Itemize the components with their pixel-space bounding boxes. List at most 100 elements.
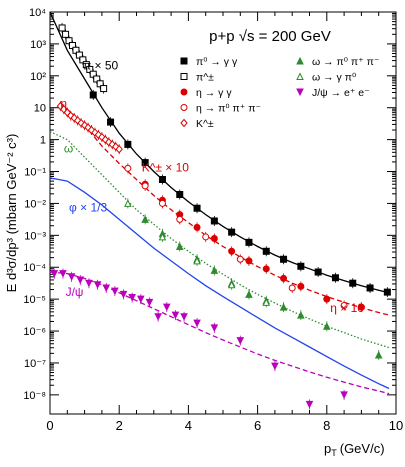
data-point [349, 279, 357, 287]
data-point [271, 362, 279, 371]
data-point [100, 85, 108, 93]
data-point [111, 287, 119, 296]
legend: π⁰ → γ γ π^± η → γ γ η → π⁰ π⁺ π⁻ K^± ω → π⁰ … [180, 56, 380, 130]
data-point [236, 255, 244, 263]
data-points [50, 22, 391, 410]
curve-annotation: J/ψ [66, 285, 84, 299]
data-point [124, 164, 132, 172]
curve-annotation: η [60, 97, 67, 111]
x-axis-label-sub: T [331, 448, 337, 458]
x-axis-label-main: p [324, 441, 331, 456]
data-point [210, 235, 218, 243]
curve-annotation: π × 50 [83, 58, 119, 72]
data-point [374, 350, 383, 359]
data-point [193, 204, 201, 212]
data-point [288, 284, 296, 292]
phi-fit-curve [49, 177, 390, 390]
data-point [162, 303, 171, 312]
legend-label: π⁰ → γ γ [196, 56, 238, 68]
data-point [58, 24, 66, 32]
jpsi-fit-curve [49, 271, 390, 395]
data-point [210, 266, 219, 274]
data-point [171, 311, 180, 320]
data-point [124, 199, 132, 207]
legend-marker [296, 88, 304, 97]
legend-label: π^± [196, 72, 214, 84]
data-point [124, 140, 132, 148]
eta-fit-curve [59, 102, 390, 316]
data-point [279, 303, 288, 311]
axis-ticks: 0 2 4 6 8 10 10⁻⁸ 10⁻⁷ 10⁻⁶ 10⁻⁵ 10⁻⁴ 10⁻³ 10⁻² 10⁻¹ 1… [23, 7, 403, 433]
data-point [193, 223, 201, 231]
data-point [314, 268, 322, 276]
data-point [262, 298, 271, 306]
data-point [245, 257, 253, 265]
data-point [89, 91, 97, 99]
omega-fit-curve [49, 131, 390, 349]
x-tick-label: 2 [116, 418, 123, 433]
curve-annotation: ω [64, 141, 73, 155]
data-point [245, 290, 253, 298]
legend-marker [296, 56, 304, 65]
data-point [227, 280, 236, 289]
y-tick-label: 10⁻³ [24, 230, 46, 242]
curve-annotation: K^± × 10 [142, 161, 190, 175]
data-point [76, 276, 85, 285]
legend-marker [180, 57, 188, 65]
data-point [236, 337, 245, 345]
data-point [280, 274, 288, 282]
y-tick-label: 10 [34, 103, 46, 115]
legend-marker [180, 118, 188, 128]
data-point [210, 217, 218, 225]
y-tick-label: 10³ [30, 39, 46, 51]
data-point [67, 273, 76, 281]
data-point [228, 228, 236, 236]
pi-fit-curve [49, 11, 390, 294]
data-point [193, 319, 201, 328]
chart-title: p+p √s = 200 GeV [209, 28, 331, 45]
data-point [366, 284, 374, 292]
x-tick-label: 6 [254, 418, 261, 433]
data-point [137, 295, 145, 304]
curve-annotation: φ × 1/3 [69, 200, 107, 214]
legend-marker [180, 104, 188, 111]
legend-label: η → π⁰ π⁺ π⁻ [196, 103, 261, 115]
data-point [115, 144, 123, 154]
curve-annotation: η × 10 [330, 301, 364, 315]
data-point [141, 182, 149, 190]
data-point [59, 270, 67, 278]
legend-marker [180, 88, 188, 96]
data-point [245, 238, 253, 246]
plot-annotations: π × 50 η ω K^± × 10 φ × 1/3 J/ψ η × 10 [60, 58, 364, 314]
legend-label: K^± [196, 118, 214, 130]
data-point [62, 30, 70, 38]
data-point [158, 176, 166, 183]
data-point [297, 310, 305, 319]
y-tick-label: 10⁻¹ [24, 167, 46, 179]
data-point [297, 282, 305, 290]
legend-label: ω → γ π⁰ [312, 72, 357, 84]
data-point [145, 298, 154, 307]
y-tick-label: 10⁻² [24, 198, 46, 210]
data-point [176, 190, 184, 198]
data-point [340, 391, 348, 399]
data-point [180, 313, 188, 321]
legend-marker [180, 73, 188, 80]
y-tick-label: 10⁻⁸ [23, 390, 46, 402]
y-tick-label: 1 [40, 135, 46, 147]
data-point [154, 313, 162, 321]
x-tick-label: 4 [185, 418, 192, 433]
data-point [383, 288, 391, 296]
x-tick-label: 0 [46, 418, 53, 433]
x-tick-label: 8 [323, 418, 330, 433]
data-point [305, 400, 314, 409]
data-point [119, 290, 128, 299]
data-point [297, 262, 305, 270]
legend-label: η → γ γ [196, 87, 232, 99]
data-point [210, 324, 219, 332]
legend-label: ω → π⁰ π⁺ π⁻ [312, 56, 380, 68]
y-axis-label: E d³σ/dp³ (mbarn GeV⁻² c³) [4, 134, 19, 293]
x-tick-label: 10 [389, 418, 403, 433]
y-tick-label: 10⁻⁵ [23, 294, 46, 306]
